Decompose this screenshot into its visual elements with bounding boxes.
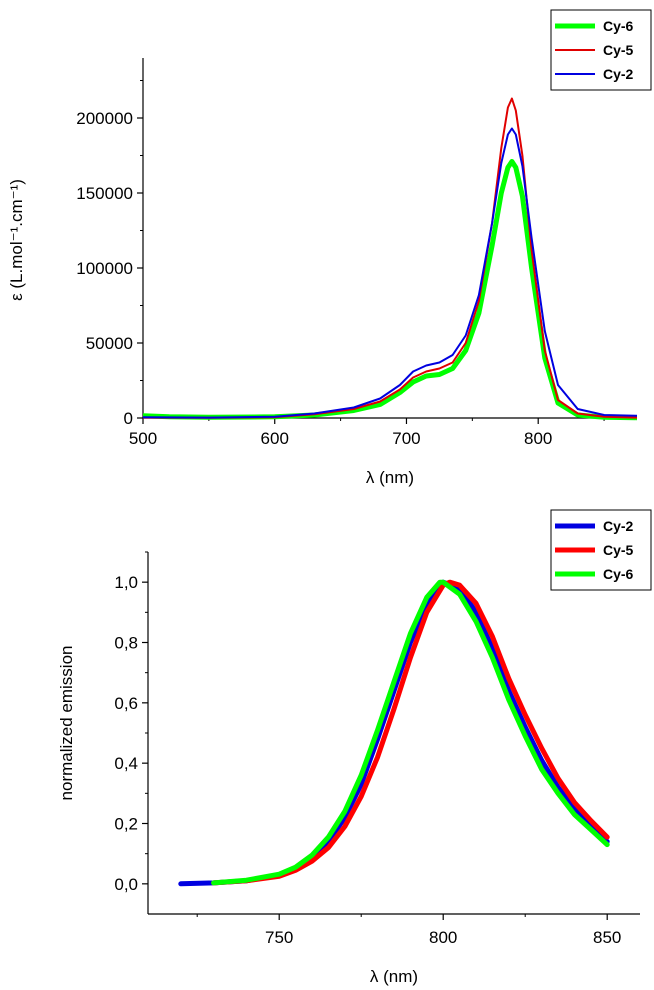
x-axis-label: λ (nm) (370, 967, 418, 986)
y-tick-label: 0,8 (114, 634, 138, 653)
series-line-cy-5 (143, 97, 637, 419)
y-tick-label: 0,2 (114, 815, 138, 834)
legend: Cy-2 Cy-5 Cy-6 (550, 509, 652, 591)
legend: Cy-6 Cy-5 Cy-2 (550, 9, 652, 91)
legend-label: Cy-6 (603, 566, 634, 582)
legend-label: Cy-5 (603, 542, 634, 558)
x-tick-label: 800 (429, 928, 457, 947)
y-tick-label: 150000 (76, 184, 133, 203)
x-tick-label: 500 (129, 429, 157, 448)
legend-label: Cy-6 (603, 18, 634, 34)
y-tick-label: 200000 (76, 109, 133, 128)
x-axis-label: λ (nm) (366, 468, 414, 487)
y-tick-label: 100000 (76, 259, 133, 278)
y-axis-label: normalized emission (57, 646, 76, 801)
series-line-cy-2 (143, 127, 637, 419)
y-tick-label: 0,6 (114, 694, 138, 713)
series-line-cy-6 (143, 159, 637, 421)
y-tick-label: 0,0 (114, 875, 138, 894)
y-tick-label: 50000 (86, 334, 133, 353)
chart-panel-2: 0,0 0,2 0,4 0,6 0,8 1,0 750 800 850 λ (nm) normali… (57, 509, 652, 986)
series-line-cy-5 (211, 579, 610, 886)
x-tick-label: 750 (265, 928, 293, 947)
legend-label: Cy-2 (603, 518, 634, 534)
x-tick-label: 850 (593, 928, 621, 947)
x-tick-label: 800 (524, 429, 552, 448)
y-axis-label: ε (L.mol⁻¹.cm⁻¹) (7, 179, 26, 301)
x-tick-label: 600 (261, 429, 289, 448)
legend-label: Cy-2 (603, 66, 634, 82)
chart-panel-1: 0 50000 100000 150000 200000 500 600 700 800 λ (n… (7, 9, 652, 487)
series-line-cy-6 (211, 579, 610, 886)
y-tick-label: 0,4 (114, 754, 138, 773)
series-line-cy-2 (178, 579, 610, 887)
x-tick-label: 700 (392, 429, 420, 448)
y-tick-label: 1,0 (114, 573, 138, 592)
legend-label: Cy-5 (603, 42, 634, 58)
y-tick-label: 0 (124, 409, 133, 428)
